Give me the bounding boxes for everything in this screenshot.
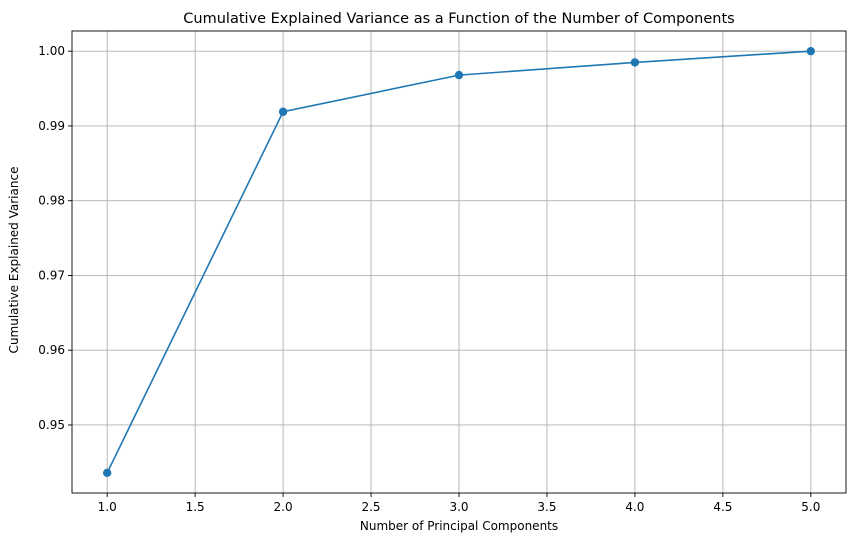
x-tick-label: 4.0 xyxy=(625,500,644,514)
x-tick-label: 4.5 xyxy=(713,500,732,514)
y-tick-label: 0.98 xyxy=(38,194,65,208)
x-tick-label: 1.0 xyxy=(98,500,117,514)
x-tick-label: 1.5 xyxy=(186,500,205,514)
y-axis-label: Cumulative Explained Variance xyxy=(7,167,21,354)
y-tick-label: 0.99 xyxy=(38,119,65,133)
x-tick-label: 2.0 xyxy=(274,500,293,514)
x-axis-label: Number of Principal Components xyxy=(360,519,558,533)
x-tick-label: 2.5 xyxy=(361,500,380,514)
x-tick-label: 3.5 xyxy=(537,500,556,514)
x-tick-label: 5.0 xyxy=(801,500,820,514)
axes: 1.0 1.5 2.0 2.5 3.0 3.5 4.0 4.5 5.0 0.95 0.96 0.97 0… xyxy=(38,30,847,514)
data-point xyxy=(102,468,112,478)
data-point xyxy=(630,58,640,67)
grid-lines xyxy=(72,31,846,493)
y-tick-label: 0.95 xyxy=(38,418,65,432)
y-tick-label: 1.00 xyxy=(38,44,65,58)
chart-title: Cumulative Explained Variance as a Funct… xyxy=(183,11,734,27)
series-layer xyxy=(102,46,816,478)
data-point xyxy=(278,107,288,116)
y-tick-label: 0.96 xyxy=(38,343,65,357)
data-point xyxy=(806,46,816,56)
data-point xyxy=(454,70,464,80)
y-tick-label: 0.97 xyxy=(38,268,65,282)
x-tick-label: 3.0 xyxy=(449,500,468,514)
